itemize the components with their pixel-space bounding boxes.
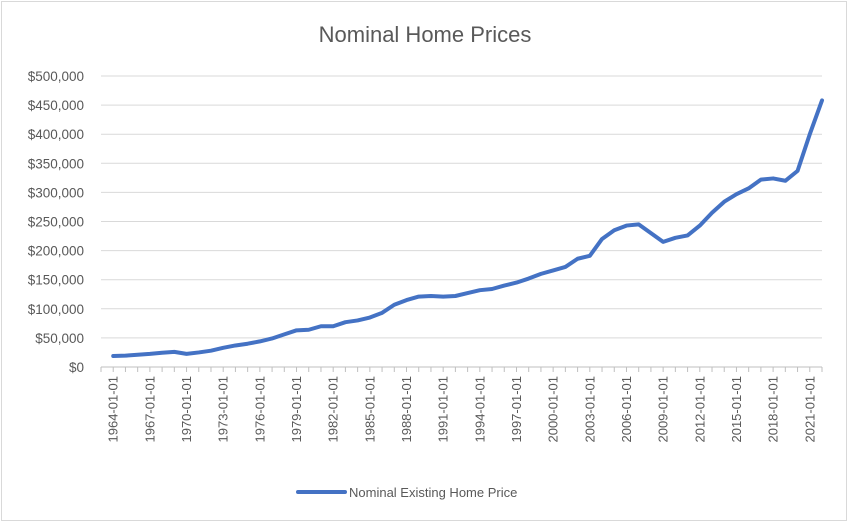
x-tick-label: 2009-01-01: [656, 376, 671, 443]
y-tick-label: $250,000: [28, 215, 84, 230]
y-tick-label: $500,000: [28, 69, 84, 84]
series-line: [111, 98, 824, 358]
y-tick-label: $400,000: [28, 127, 84, 142]
y-axis: $0 $50,000 $100,000 $150,000 $200,000 $250,00…: [28, 69, 84, 375]
y-tick-label: $450,000: [28, 98, 84, 113]
chart-title: Nominal Home Prices: [319, 22, 532, 47]
y-tick-label: $0: [69, 360, 84, 375]
x-tick-label: 1976-01-01: [252, 376, 267, 443]
x-tick-label: 1988-01-01: [399, 376, 414, 443]
y-tick-label: $100,000: [28, 302, 84, 317]
x-tick-label: 2003-01-01: [582, 376, 597, 443]
y-tick-label: $200,000: [28, 244, 84, 259]
x-tick-label: 1979-01-01: [289, 376, 304, 443]
x-tick-label: 1994-01-01: [472, 376, 487, 443]
y-tick-label: $300,000: [28, 185, 84, 200]
x-tick-label: 1985-01-01: [362, 376, 377, 443]
x-tick-label: 1970-01-01: [179, 376, 194, 443]
y-tick-label: $50,000: [35, 331, 84, 346]
plot-area: [111, 98, 824, 358]
legend: Nominal Existing Home Price: [296, 485, 517, 500]
x-tick-label: 2015-01-01: [729, 376, 744, 443]
x-tick-label: 1982-01-01: [326, 376, 341, 443]
gridlines: [101, 75, 822, 339]
legend-label: Nominal Existing Home Price: [349, 485, 517, 500]
y-tick-label: $150,000: [28, 273, 84, 288]
x-tick-label: 1967-01-01: [142, 376, 157, 443]
x-tick-label: 2012-01-01: [692, 376, 707, 443]
x-tick-label: 2018-01-01: [766, 376, 781, 443]
x-axis: 1964-01-01 1967-01-01 1970-01-01 1973-01-01…: [100, 366, 823, 443]
y-tick-label: $350,000: [28, 156, 84, 171]
x-tick-label: 1964-01-01: [106, 376, 121, 443]
x-tick-label: 2000-01-01: [546, 376, 561, 443]
x-tick-label: 2006-01-01: [619, 376, 634, 443]
x-tick-label: 1991-01-01: [436, 376, 451, 443]
x-tick-label: 2021-01-01: [802, 376, 817, 443]
x-tick-label: 1973-01-01: [216, 376, 231, 443]
x-tick-label: 1997-01-01: [509, 376, 524, 443]
